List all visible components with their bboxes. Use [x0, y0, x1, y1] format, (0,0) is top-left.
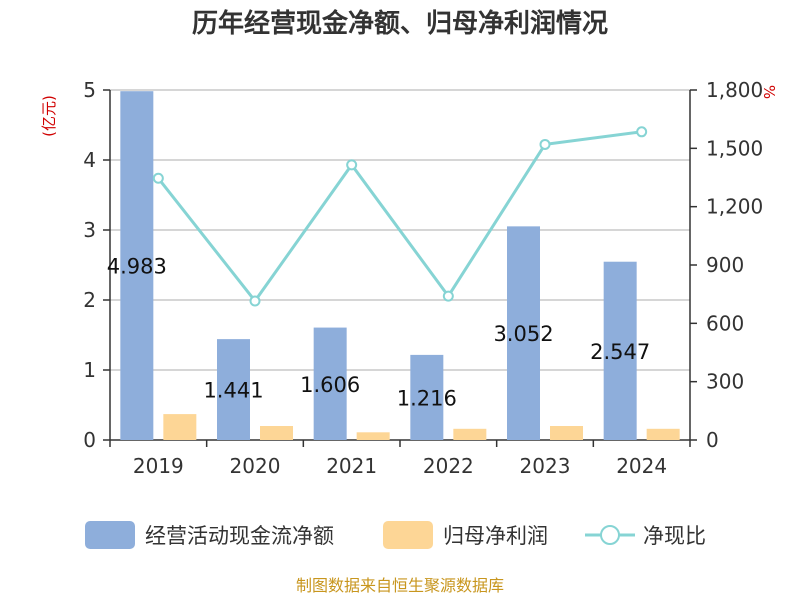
right-tick-label: 600: [706, 311, 744, 335]
bar-cash-flow-2023: [507, 226, 540, 440]
ratio-point-2020: [249, 295, 261, 307]
x-tick-label: 2019: [133, 454, 184, 478]
x-tick-label: 2021: [326, 454, 377, 478]
data-label-2024: 2.547: [590, 340, 650, 364]
right-tick-label: 1,200: [706, 195, 763, 219]
x-tick-label: 2022: [423, 454, 474, 478]
x-tick-label: 2024: [616, 454, 667, 478]
bars: [120, 91, 680, 440]
right-tick-label: 0: [706, 428, 719, 452]
bar-cash-flow-2019: [120, 91, 154, 440]
right-tick-label: 1,500: [706, 136, 763, 160]
left-tick-label: 4: [83, 148, 96, 172]
right-axis-unit: %: [760, 85, 778, 99]
data-label-2023: 3.052: [493, 322, 553, 346]
left-tick-label: 2: [83, 288, 96, 312]
data-label-2019: 4.983: [107, 255, 167, 279]
left-tick-label: 5: [83, 78, 96, 102]
ratio-point-2023: [539, 138, 551, 150]
left-tick-label: 1: [83, 358, 96, 382]
bar-net-profit-2022: [453, 428, 487, 440]
ratio-line-path: [157, 130, 642, 304]
bar-cash-flow-2021: [313, 327, 347, 440]
bar-net-profit-2023: [550, 426, 583, 440]
source-note: 制图数据来自恒生聚源数据库: [296, 576, 504, 595]
legend-label-cash-flow: 经营活动现金流净额: [145, 524, 334, 548]
ratio-point-2022: [442, 290, 454, 302]
legend-swatch-ratio-marker: [600, 525, 620, 545]
ratio-point-2019: [152, 172, 164, 184]
left-tick-label: 3: [83, 218, 96, 242]
right-tick-label: 900: [706, 253, 744, 277]
right-tick-label: 1,800: [706, 78, 763, 102]
bar-cash-flow-2020: [217, 339, 250, 440]
axes: 0 1 2 3 4 5 0 300 600 900 1,200 1,500 1,800 2019 2020 2…: [83, 78, 763, 478]
data-labels: 4.983 1.441 1.606 1.216 3.052 2.547: [107, 255, 650, 411]
bar-net-profit-2021: [356, 432, 390, 440]
x-tick-label: 2020: [230, 454, 281, 478]
legend-swatch-cash-flow: [85, 521, 135, 549]
chart-title: 历年经营现金净额、归母净利润情况: [192, 8, 608, 39]
legend-swatch-net-profit: [383, 521, 433, 549]
ratio-point-2021: [346, 159, 358, 171]
bar-net-profit-2024: [646, 428, 680, 440]
ratio-line: [152, 126, 648, 307]
bar-net-profit-2019: [163, 414, 197, 440]
data-label-2020: 1.441: [203, 379, 263, 403]
left-tick-label: 0: [83, 428, 96, 452]
bar-cash-flow-2022: [410, 354, 444, 440]
legend-label-net-profit: 归母净利润: [443, 524, 548, 548]
legend-label-ratio: 净现比: [643, 524, 706, 548]
right-tick-label: 300: [706, 370, 744, 394]
ratio-point-2024: [636, 126, 648, 138]
left-axis-unit: (亿元): [40, 95, 58, 137]
data-label-2022: 1.216: [397, 386, 457, 410]
bar-net-profit-2020: [260, 426, 293, 440]
x-tick-label: 2023: [520, 454, 571, 478]
bar-cash-flow-2024: [603, 261, 637, 440]
data-label-2021: 1.606: [300, 373, 360, 397]
legend: 经营活动现金流净额 归母净利润 净现比: [85, 521, 706, 549]
